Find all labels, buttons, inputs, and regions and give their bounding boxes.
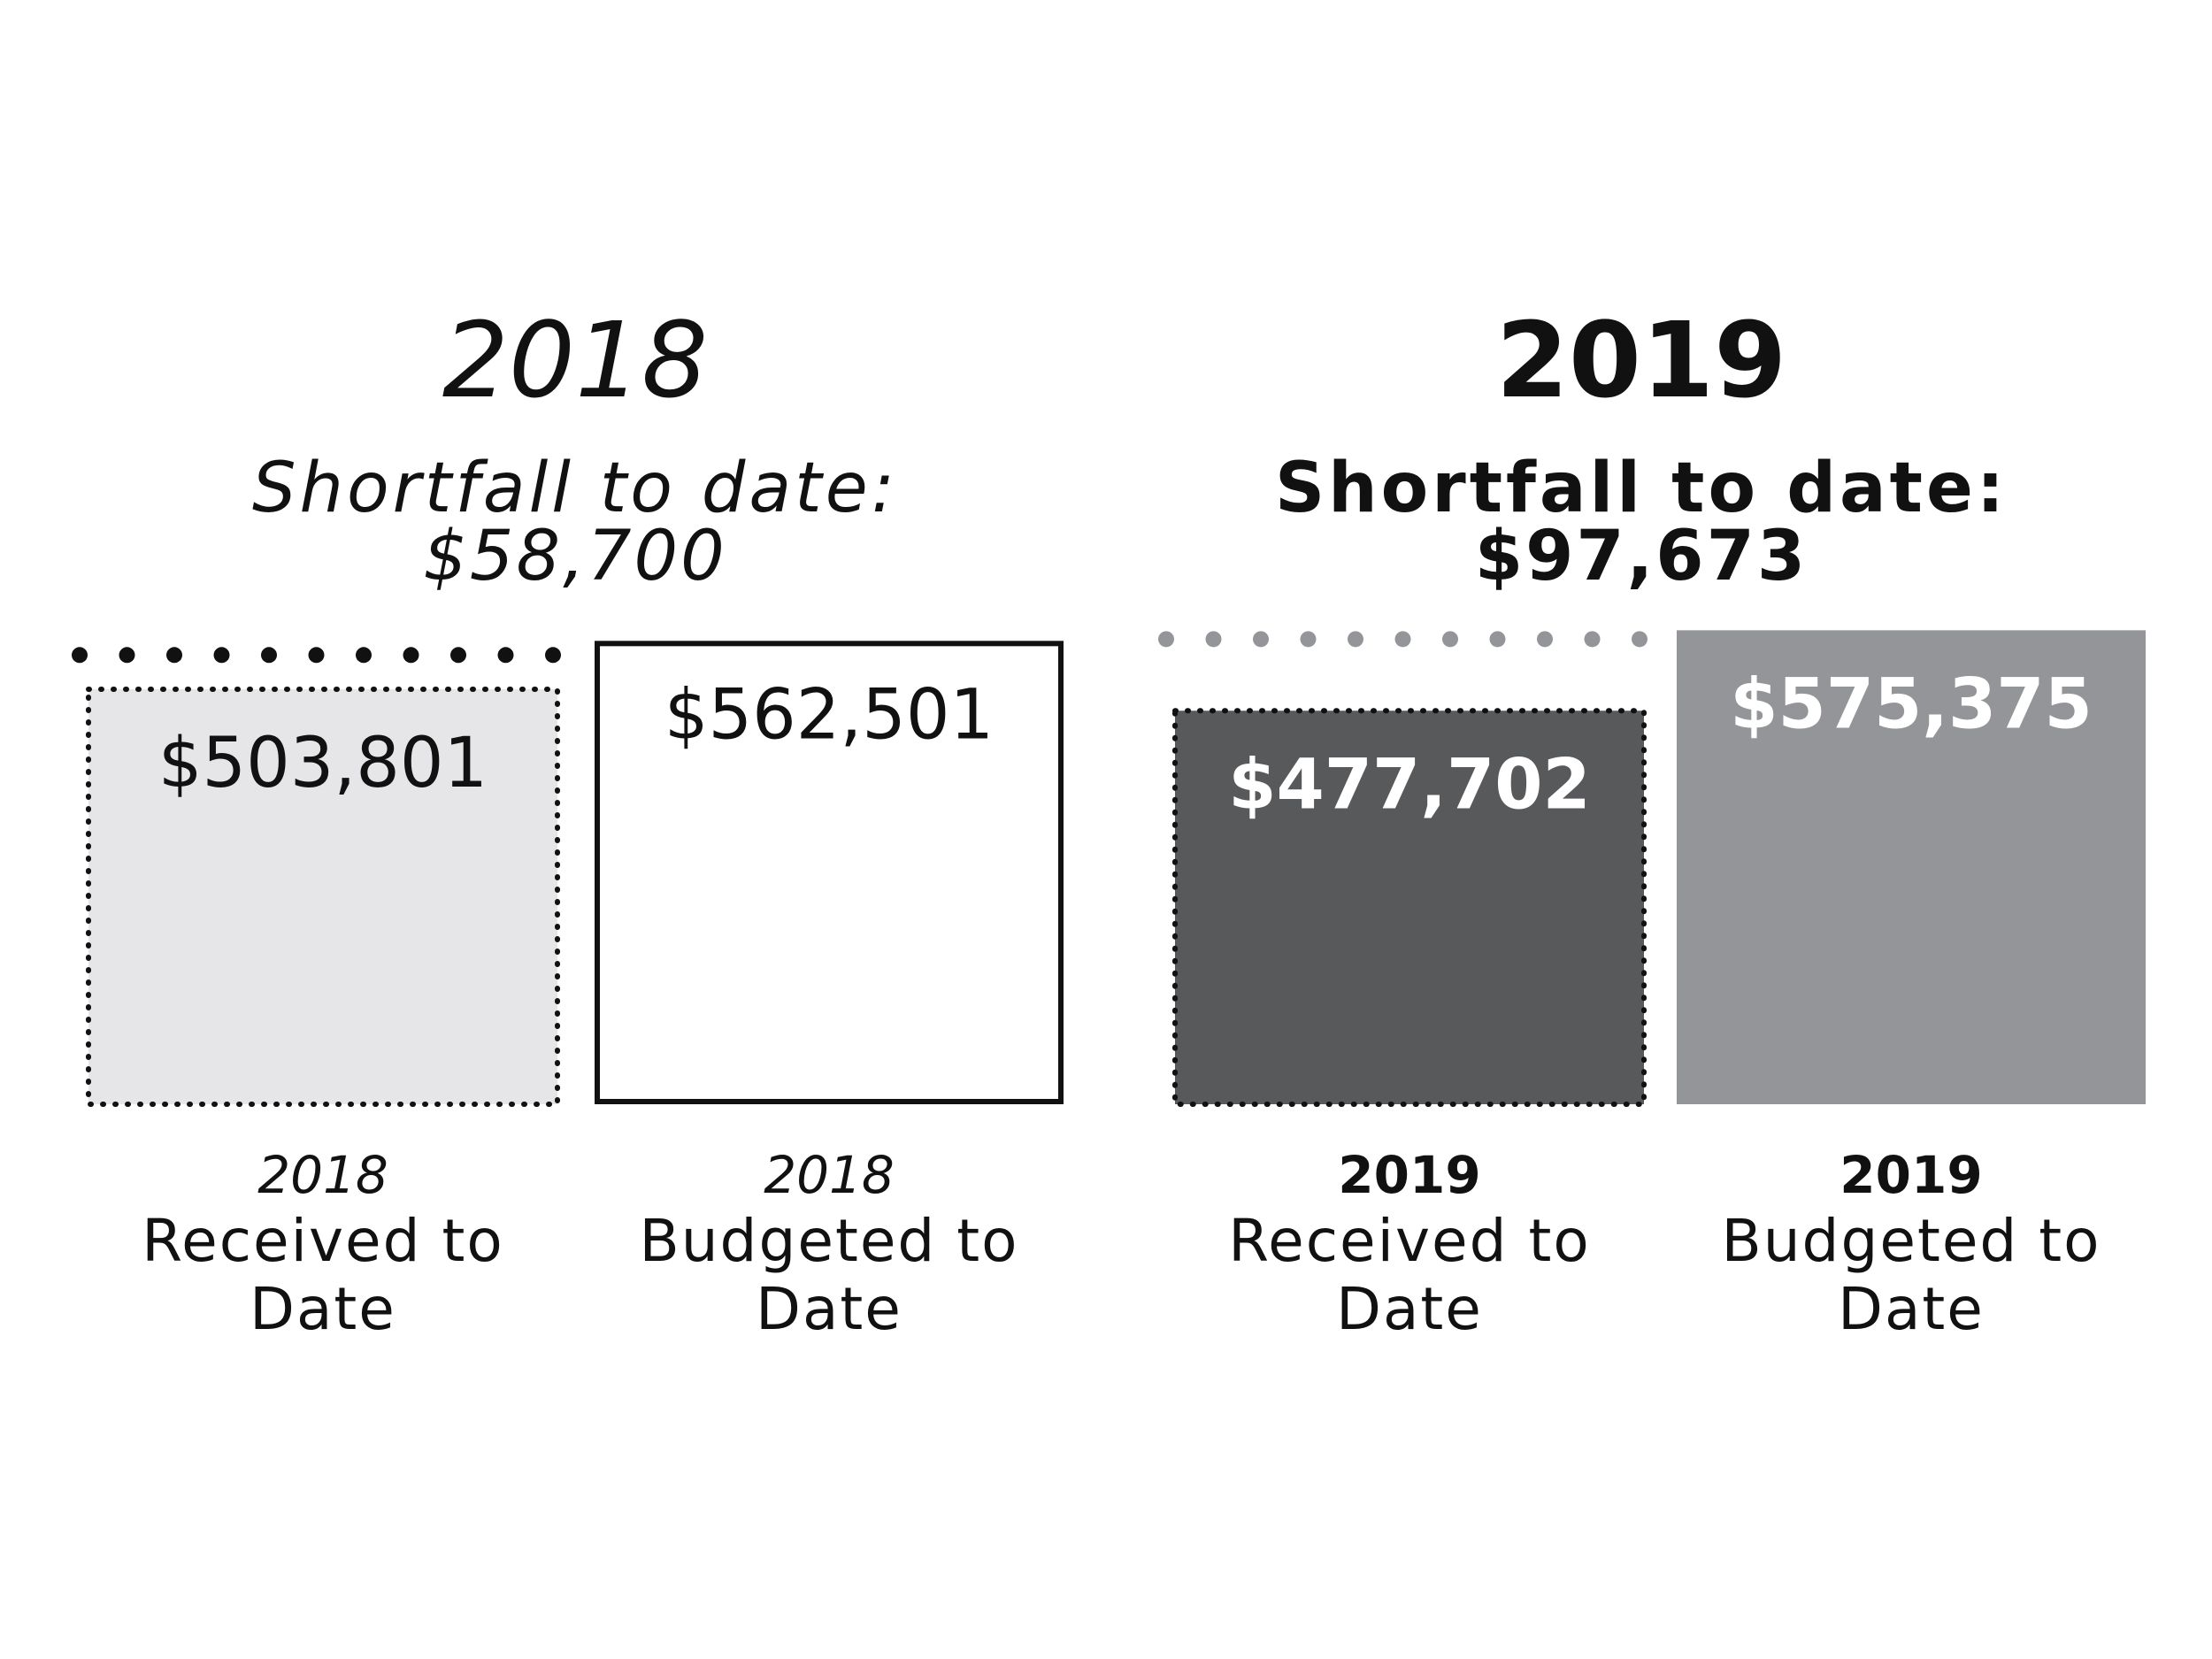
budget-reference-dot-2018 (356, 647, 372, 664)
shortfall-value-2019: $97,673 (1475, 517, 1808, 596)
budget-reference-dot-2018 (450, 647, 466, 664)
year-heading-2019: 2019 (1496, 299, 1786, 421)
budget-reference-dot-2018 (72, 647, 88, 664)
budget-reference-dot-2018 (213, 647, 230, 664)
category-label-2018-0: Received to (142, 1207, 504, 1275)
budget-reference-dot-2019 (1205, 631, 1222, 648)
budget-reference-dot-2019 (1632, 631, 1647, 648)
bar-value-label-2018-0: $503,801 (158, 724, 488, 803)
shortfall-label-2019: Shortfall to date: (1275, 449, 2008, 528)
budget-reference-dot-2019 (1394, 631, 1411, 648)
bar-value-label-2018-1: $562,501 (664, 675, 994, 755)
category-label-line2-2018-1: Date (756, 1275, 902, 1343)
budget-reference-dot-2018 (261, 647, 277, 664)
shortfall-value-2018: $58,700 (423, 517, 727, 596)
budget-reference-dot-2019 (1584, 631, 1601, 648)
category-year-2018-1: 2018 (764, 1145, 895, 1205)
budget-reference-dot-2019 (1158, 631, 1174, 648)
budget-reference-dot-2019 (1489, 631, 1506, 648)
budget-reference-dot-2018 (497, 647, 514, 664)
bar-2018-received (86, 686, 560, 1107)
bar-value-label-2019-1: $575,375 (1730, 664, 2093, 744)
category-year-2019-0: 2019 (1338, 1145, 1480, 1205)
budget-reference-dot-2018 (403, 647, 419, 664)
category-label-2019-1: Budgeted to (1721, 1207, 2101, 1275)
shortfall-label-2018: Shortfall to date: (252, 449, 898, 528)
bar-2018-budgeted (595, 641, 1064, 1104)
budget-reference-dot-2019 (1348, 631, 1363, 648)
year-heading-2018: 2018 (442, 299, 708, 421)
bar-value-label-2019-0: $477,702 (1228, 745, 1591, 825)
category-label-line2-2018-0: Date (250, 1275, 396, 1343)
category-label-line2-2019-0: Date (1336, 1275, 1483, 1343)
budget-reference-dot-2019 (1442, 631, 1458, 648)
budget-reference-dot-2018 (308, 647, 325, 664)
budget-reference-dot-2018 (166, 647, 182, 664)
budget-reference-dot-2019 (1537, 631, 1553, 648)
budget-reference-dot-2018 (119, 647, 135, 664)
budget-reference-dot-2019 (1300, 631, 1317, 648)
category-label-2019-0: Received to (1228, 1207, 1591, 1275)
bar-2019-budgeted (1677, 630, 2146, 1104)
category-label-2018-1: Budgeted to (639, 1207, 1018, 1275)
bar-2019-received (1172, 708, 1647, 1108)
budget-reference-dot-2019 (1253, 631, 1269, 648)
category-label-line2-2019-1: Date (1838, 1275, 1985, 1343)
category-year-2018-0: 2018 (257, 1145, 388, 1205)
budget-reference-dot-2018 (545, 647, 561, 664)
category-year-2019-1: 2019 (1839, 1145, 1982, 1205)
